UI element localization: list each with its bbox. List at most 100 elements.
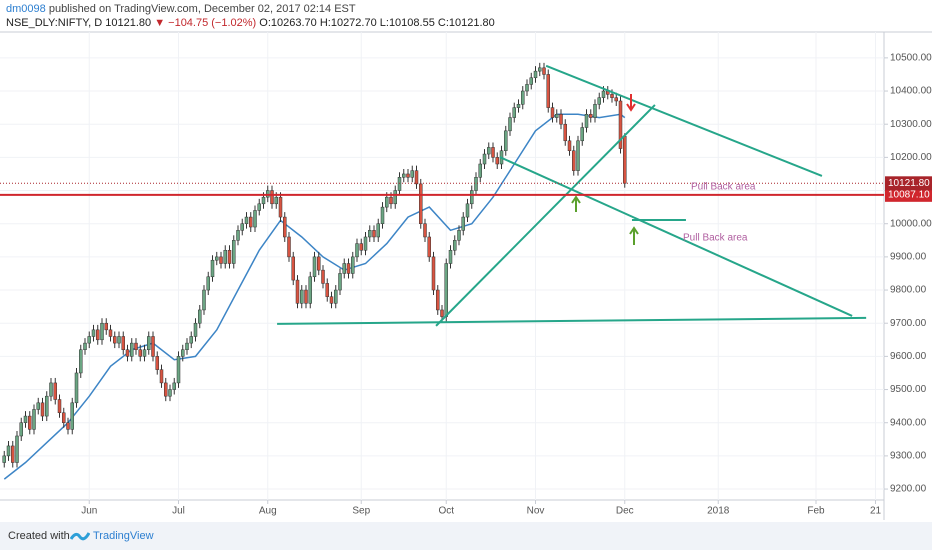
candle-body bbox=[542, 67, 546, 75]
y-tick-label: 10300.00 bbox=[890, 119, 932, 130]
footer: Created with TradingView bbox=[0, 522, 932, 550]
candle-body bbox=[79, 349, 83, 374]
candle-body bbox=[240, 223, 244, 231]
candle-body bbox=[66, 422, 70, 430]
x-tick-label: Jul bbox=[172, 506, 185, 517]
down-arrow bbox=[626, 94, 636, 112]
candle-body bbox=[419, 183, 423, 224]
candle-body bbox=[342, 263, 346, 274]
candle-body bbox=[125, 349, 130, 357]
y-tick-label: 10400.00 bbox=[890, 86, 932, 97]
candle-body bbox=[206, 276, 210, 291]
candle-body bbox=[440, 309, 444, 317]
candle-body bbox=[227, 249, 232, 264]
candle-body bbox=[368, 230, 372, 238]
candle-body bbox=[329, 296, 334, 304]
candle-body bbox=[232, 240, 236, 264]
y-tick-label: 9800.00 bbox=[890, 285, 927, 296]
y-tick-label: 10200.00 bbox=[890, 152, 932, 163]
candle-body bbox=[23, 415, 28, 423]
up-arrow bbox=[571, 195, 581, 212]
candle-body bbox=[104, 322, 108, 331]
candle-body bbox=[487, 147, 491, 155]
price-label-box bbox=[885, 176, 932, 191]
author[interactable]: dm0098 bbox=[6, 3, 46, 15]
candle-body bbox=[176, 356, 181, 384]
candle-body bbox=[512, 107, 516, 118]
candle-body bbox=[287, 236, 291, 258]
change: ▼ −104.75 (−1.02%) bbox=[154, 17, 257, 29]
candle-body bbox=[491, 147, 495, 158]
candle-body bbox=[593, 104, 597, 118]
candle-body bbox=[516, 104, 521, 108]
trendline bbox=[277, 316, 867, 325]
y-tick-label: 9200.00 bbox=[890, 484, 927, 495]
candle-body bbox=[270, 190, 274, 205]
candle-body bbox=[198, 309, 202, 324]
candle-body bbox=[372, 230, 376, 238]
candle-body bbox=[589, 114, 593, 118]
candle-body bbox=[576, 140, 580, 171]
candle-body bbox=[317, 256, 321, 271]
candle-body bbox=[431, 256, 436, 291]
candle-body bbox=[70, 402, 74, 430]
candle-body bbox=[11, 445, 15, 463]
candle-body bbox=[83, 342, 87, 350]
candle-body bbox=[215, 256, 219, 261]
y-tick-label: 9400.00 bbox=[890, 417, 927, 428]
candle-body bbox=[448, 249, 453, 264]
candle-body bbox=[393, 190, 397, 205]
candle-body bbox=[482, 153, 487, 165]
candle-body bbox=[253, 210, 257, 228]
candle-body bbox=[414, 170, 419, 185]
candle-body bbox=[278, 196, 283, 218]
candle-body bbox=[40, 402, 45, 417]
candle-body bbox=[376, 223, 380, 238]
candle-body bbox=[283, 216, 287, 238]
y-tick-label: 10500.00 bbox=[890, 53, 932, 64]
y-tick-label: 9600.00 bbox=[890, 351, 927, 362]
candle-body bbox=[219, 256, 223, 264]
candle-body bbox=[117, 336, 121, 344]
candle-body bbox=[308, 276, 312, 304]
candle-body bbox=[521, 90, 525, 105]
candle-body bbox=[113, 336, 117, 344]
candle-body bbox=[457, 230, 461, 241]
candle-body bbox=[57, 399, 62, 414]
y-tick-label: 9300.00 bbox=[890, 451, 927, 462]
candle-body bbox=[185, 342, 189, 350]
candle-body bbox=[236, 230, 240, 241]
trendline bbox=[435, 104, 656, 327]
candle-body bbox=[351, 256, 355, 274]
candle-body bbox=[134, 342, 138, 350]
candle-body bbox=[32, 409, 36, 430]
candle-body bbox=[529, 77, 533, 85]
candle-body bbox=[601, 90, 606, 98]
candle-body bbox=[19, 422, 23, 437]
candle-body bbox=[210, 259, 215, 278]
candle-body bbox=[164, 382, 168, 397]
x-tick-label: Sep bbox=[352, 506, 370, 517]
candle-body bbox=[91, 329, 96, 337]
candle-body bbox=[478, 163, 482, 178]
candle-body bbox=[147, 336, 151, 350]
moving-average bbox=[3, 113, 626, 480]
candle-body bbox=[567, 140, 572, 151]
candle-body bbox=[355, 243, 359, 258]
candle-body bbox=[291, 256, 295, 281]
candle-body bbox=[610, 94, 614, 98]
candle-body bbox=[304, 289, 308, 304]
candle-body bbox=[100, 322, 104, 341]
candle-body bbox=[474, 177, 478, 191]
candle-body bbox=[193, 322, 198, 337]
candle-body bbox=[87, 336, 91, 344]
candle-body bbox=[300, 289, 304, 304]
ohlc: O:10263.70 H:10272.70 L:10108.55 C:10121… bbox=[259, 17, 495, 29]
candle-body bbox=[453, 240, 457, 251]
candle-body bbox=[96, 329, 100, 341]
candle-body bbox=[121, 336, 125, 350]
brand[interactable]: TradingView bbox=[93, 530, 154, 542]
candle-body bbox=[533, 70, 538, 79]
candle-body bbox=[181, 349, 185, 357]
candle-body bbox=[423, 223, 427, 238]
